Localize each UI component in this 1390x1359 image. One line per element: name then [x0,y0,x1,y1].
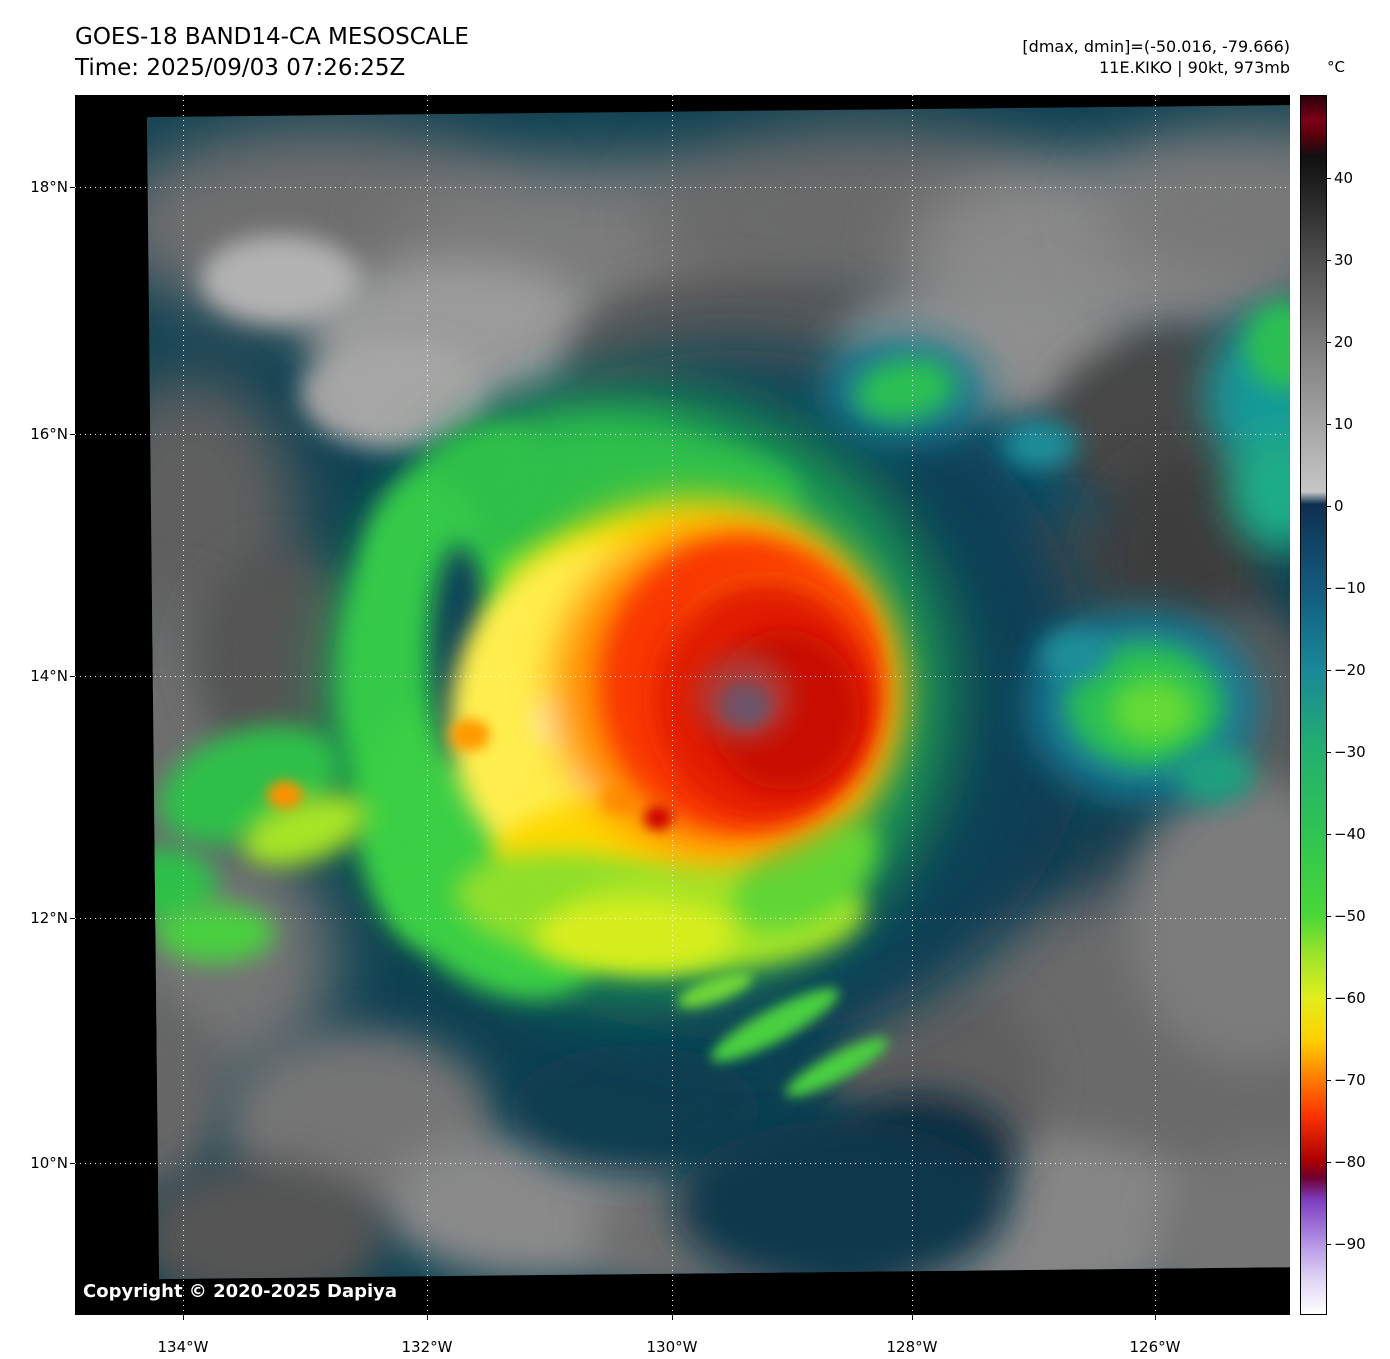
colorbar-tick-mark [1327,342,1331,343]
lat-tick-mark [70,187,75,188]
storm-eye [695,653,791,741]
lat-tick-mark [70,434,75,435]
gridline-lon-128w [912,95,913,1315]
lon-tick-label: 132°W [401,1338,453,1356]
lat-tick-mark [70,1163,75,1164]
gridline-lon-132w [427,95,428,1315]
lat-tick-label: 10°N [30,1154,68,1172]
lon-tick-mark [427,1315,428,1320]
gridline-lat-14n [75,676,1290,677]
storm-south-bright-arc [456,819,878,971]
gridline-lon-130w [672,95,673,1315]
lat-tick-label: 16°N [30,425,68,443]
colorbar-tick-label: 10 [1334,415,1354,433]
colorbar-tick-label: 40 [1334,169,1354,187]
colorbar-tick-mark [1327,260,1331,261]
copyright-text: Copyright © 2020-2025 Dapiya [83,1281,398,1302]
map-plot: Copyright © 2020-2025 Dapiya [75,95,1290,1315]
outer-convective-cells [677,300,1290,1097]
colorbar-tick-label: −30 [1334,743,1366,761]
colorbar-tick-label: −20 [1334,661,1366,679]
lat-tick-label: 18°N [30,178,68,196]
colorbar-tick-mark [1327,916,1331,917]
gridline-lat-10n [75,1163,1290,1164]
satellite-imagery [146,104,1290,1280]
colorbar-tick-mark [1327,1080,1331,1081]
colorbar-tick-mark [1327,998,1331,999]
colorbar-tick-label: −60 [1334,989,1366,1007]
page-title: GOES-18 BAND14-CA MESOSCALE [75,24,469,50]
info-block: [dmax, dmin]=(-50.016, -79.666) 11E.KIKO… [1022,36,1290,78]
title-block: GOES-18 BAND14-CA MESOSCALE Time: 2025/0… [75,22,469,84]
colorbar-tick-mark [1327,588,1331,589]
gridline-lon-126w [1155,95,1156,1315]
colorbar-tick-label: −10 [1334,579,1366,597]
colorbar-tick-mark [1327,834,1331,835]
lon-tick-mark [672,1315,673,1320]
lon-tick-mark [912,1315,913,1320]
gridline-lat-12n [75,918,1290,919]
dmax-dmin-readout: [dmax, dmin]=(-50.016, -79.666) [1022,37,1290,56]
colorbar-tick-label: −80 [1334,1153,1366,1171]
temperature-colorbar [1300,95,1327,1315]
colorbar-tick-mark [1327,506,1331,507]
colorbar-tick-mark [1327,1244,1331,1245]
gridline-lon-134w [183,95,184,1315]
colorbar-tick-mark [1327,752,1331,753]
colorbar-unit-label: °C [1327,58,1345,76]
lat-tick-label: 14°N [30,667,68,685]
colorbar-tick-mark [1327,424,1331,425]
lat-tick-mark [70,676,75,677]
lon-tick-mark [1155,1315,1156,1320]
gridline-lat-18n [75,187,1290,188]
colorbar-tick-label: −50 [1334,907,1366,925]
lon-tick-label: 134°W [157,1338,209,1356]
colorbar-tick-label: −70 [1334,1071,1366,1089]
lon-tick-label: 126°W [1129,1338,1181,1356]
lon-tick-mark [183,1315,184,1320]
colorbar-tick-label: −40 [1334,825,1366,843]
colorbar-tick-label: −90 [1334,1235,1366,1253]
timestamp: Time: 2025/09/03 07:26:25Z [75,55,406,81]
lat-tick-mark [70,918,75,919]
colorbar-tick-label: 20 [1334,333,1354,351]
colorbar-tick-mark [1327,670,1331,671]
colorbar-tick-mark [1327,178,1331,179]
colorbar-tick-label: 30 [1334,251,1354,269]
lon-tick-label: 130°W [646,1338,698,1356]
colorbar-tick-mark [1327,1162,1331,1163]
lon-tick-label: 128°W [886,1338,938,1356]
colorbar-tick-label: 0 [1334,497,1344,515]
gridline-lat-16n [75,434,1290,435]
storm-info: 11E.KIKO | 90kt, 973mb [1099,58,1290,77]
lat-tick-label: 12°N [30,909,68,927]
